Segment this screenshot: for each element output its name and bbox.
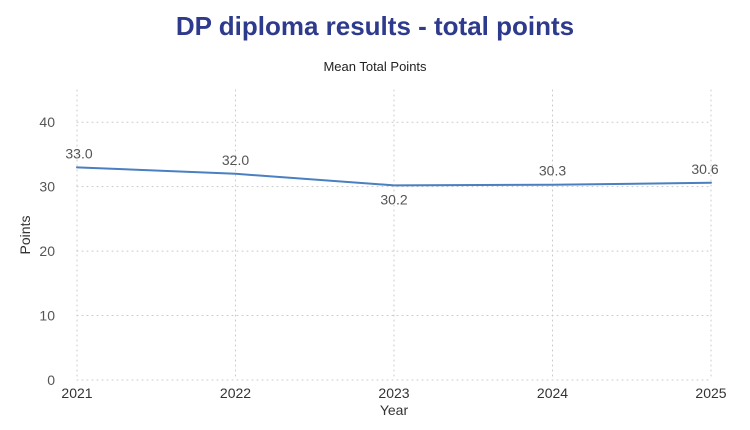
y-axis-title: Points (17, 216, 33, 255)
x-tick-label: 2023 (378, 385, 409, 401)
data-labels: 33.0 32.0 30.2 30.3 30.6 (65, 145, 718, 207)
series-line (76, 166, 712, 187)
x-tick-label: 2025 (695, 385, 726, 401)
x-axis-ticks: 2021 2022 2023 2024 2025 (61, 385, 726, 401)
data-label: 33.0 (65, 145, 92, 161)
x-axis-title: Year (380, 402, 409, 418)
x-tick-label: 2024 (537, 385, 568, 401)
y-tick-label: 30 (39, 179, 55, 195)
data-label: 30.3 (539, 163, 566, 179)
data-label: 32.0 (222, 152, 249, 168)
data-label: 30.2 (380, 191, 407, 207)
chart-title: DP diploma results - total points (175, 11, 575, 41)
series-lines (76, 166, 712, 187)
data-label: 30.6 (691, 161, 718, 177)
y-tick-label: 40 (39, 114, 55, 130)
grid-lines (76, 89, 712, 381)
y-tick-label: 10 (39, 308, 55, 324)
y-tick-label: 0 (47, 372, 55, 388)
chart-subtitle: Mean Total Points (323, 59, 427, 74)
y-axis-ticks: 0 10 20 30 40 (39, 114, 55, 388)
x-tick-label: 2022 (220, 385, 251, 401)
y-tick-label: 20 (39, 243, 55, 259)
x-tick-label: 2021 (61, 385, 92, 401)
